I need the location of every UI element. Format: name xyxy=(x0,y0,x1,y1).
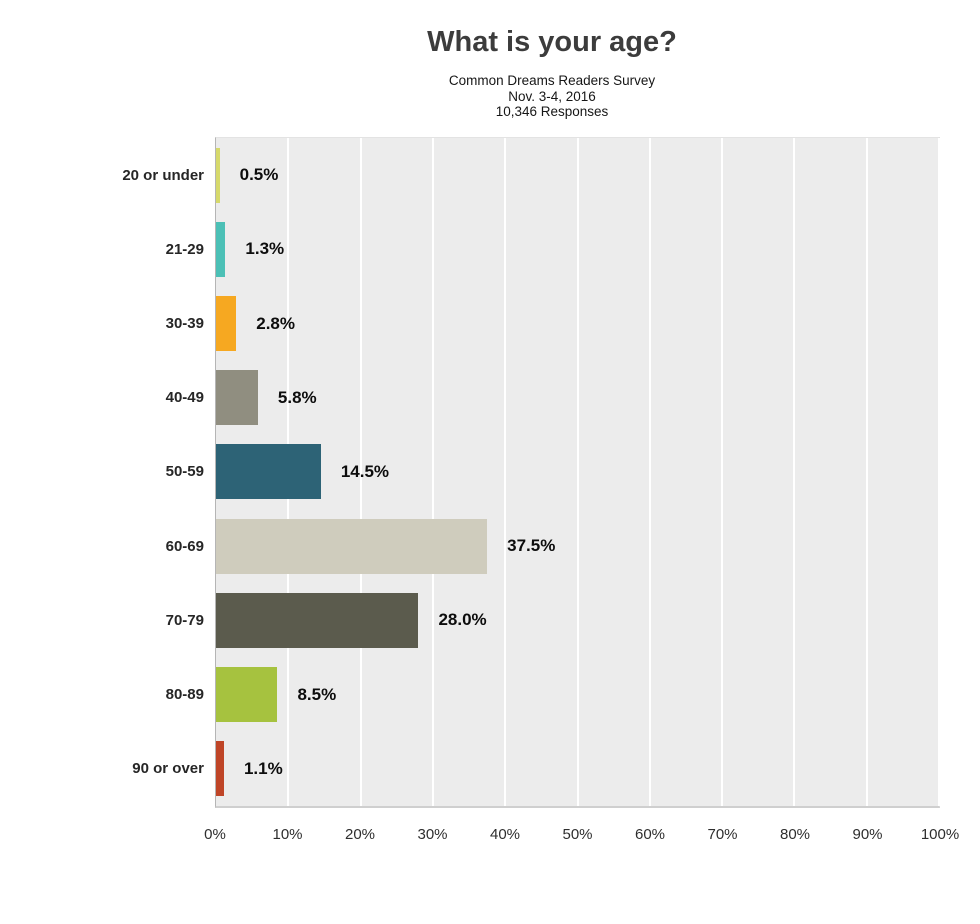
bar xyxy=(216,741,224,797)
value-label: 0.5% xyxy=(239,165,279,185)
category-label: 30-39 xyxy=(165,315,204,333)
x-tick-label: 70% xyxy=(707,826,738,843)
gridline xyxy=(793,138,796,806)
gridline xyxy=(865,138,868,806)
bar xyxy=(216,221,226,277)
category-label: 90 or over xyxy=(132,760,204,778)
bar-row: 20 or under 0.5% xyxy=(122,138,939,212)
chart-subtitle-date: Nov. 3-4, 2016 xyxy=(508,88,596,104)
x-tick-label: 30% xyxy=(417,826,448,843)
bar-row: 40-49 5.8% xyxy=(166,361,939,435)
bar-row: 90 or over 1.1% xyxy=(132,732,939,806)
bar-row: 21-29 1.3% xyxy=(166,212,939,286)
category-label: 21-29 xyxy=(165,240,204,258)
x-tick-label: 0% xyxy=(204,826,226,843)
bar-row: 70-79 28.0% xyxy=(166,583,939,657)
gridline xyxy=(938,138,940,806)
bar xyxy=(216,592,419,648)
gridline xyxy=(721,138,724,806)
category-label: 80-89 xyxy=(165,686,204,704)
category-label: 60-69 xyxy=(165,537,204,555)
bar xyxy=(216,667,278,723)
bar-row: 50-59 14.5% xyxy=(166,435,939,509)
category-label: 40-49 xyxy=(165,389,204,407)
chart-header: What is your age? Common Dreams Readers … xyxy=(62,26,980,120)
x-axis: 0% 10% 20% 30% 40% 50% 60% 70% 80% 90% 100% xyxy=(204,826,959,846)
bar xyxy=(216,370,258,426)
value-label: 37.5% xyxy=(507,536,556,556)
value-label: 1.3% xyxy=(245,239,285,259)
value-label: 1.1% xyxy=(243,758,283,778)
value-label: 14.5% xyxy=(340,461,390,481)
value-label: 2.8% xyxy=(256,313,295,333)
x-tick-label: 100% xyxy=(920,826,960,843)
plot-area: 20 or under 0.5% 21-29 1.3% 30-39 2.8% 40-49 5.… xyxy=(122,137,940,808)
bar-row: 30-39 2.8% xyxy=(166,286,939,360)
bar xyxy=(216,518,488,574)
gridline xyxy=(576,138,579,806)
x-tick-label: 90% xyxy=(852,826,883,843)
category-label: 20 or under xyxy=(122,166,204,184)
x-tick-label: 20% xyxy=(344,826,376,843)
chart-title: What is your age? xyxy=(427,26,677,58)
x-tick-label: 60% xyxy=(634,826,666,843)
bar-row: 80-89 8.5% xyxy=(166,658,939,732)
gridline xyxy=(359,138,362,806)
bar xyxy=(216,296,237,352)
gridline xyxy=(431,138,434,806)
rows: 20 or under 0.5% 21-29 1.3% 30-39 2.8% 40-49 5.… xyxy=(122,138,939,806)
x-tick-label: 10% xyxy=(272,826,303,843)
x-tick-label: 50% xyxy=(562,826,593,843)
category-label: 50-59 xyxy=(165,463,204,481)
gridline xyxy=(648,138,651,806)
bar-row: 60-69 37.5% xyxy=(166,509,939,583)
bar xyxy=(216,147,220,203)
gridline xyxy=(504,138,507,806)
value-label: 8.5% xyxy=(297,684,337,704)
category-label: 70-79 xyxy=(165,611,204,629)
x-tick-label: 40% xyxy=(489,826,521,843)
x-tick-label: 80% xyxy=(779,826,811,843)
value-label: 5.8% xyxy=(277,387,317,407)
chart-subtitle-survey: Common Dreams Readers Survey xyxy=(448,73,656,88)
bar xyxy=(216,444,321,500)
chart-subtitle-responses: 10,346 Responses xyxy=(495,104,609,119)
value-label: 28.0% xyxy=(438,610,487,630)
